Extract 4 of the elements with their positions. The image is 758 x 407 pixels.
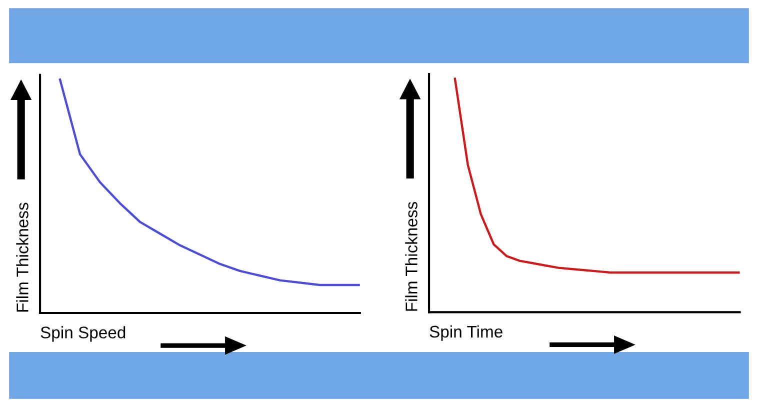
x-axis-title: Spin Speed (40, 326, 126, 342)
x-axis-title: Spin Time (430, 325, 502, 341)
y-axis-title: Film Thickness (405, 202, 418, 311)
y-axis-title: Film Thickness (16, 202, 28, 312)
